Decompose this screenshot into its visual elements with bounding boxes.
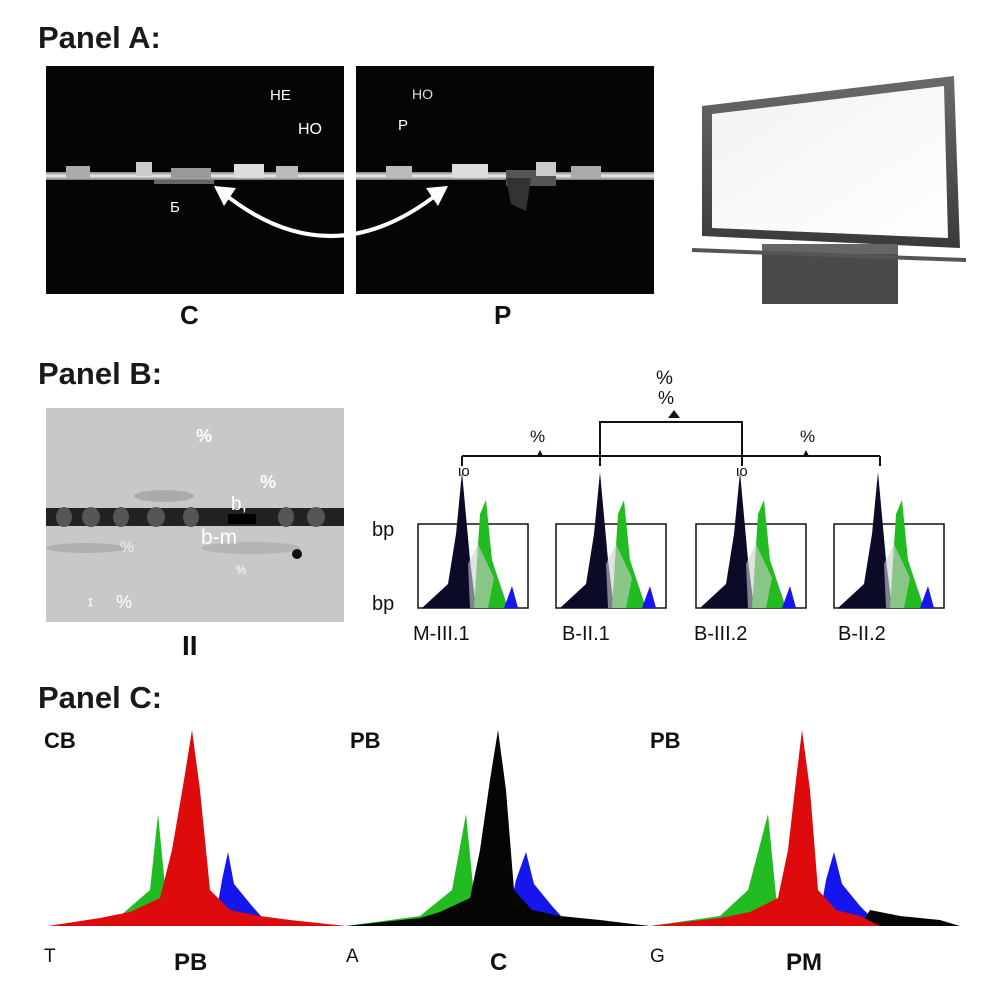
double-arrow-icon <box>214 186 448 238</box>
gel-label-1: % <box>196 426 212 446</box>
gel-svg: % % b, b-m % % ɪ % <box>46 408 344 622</box>
trace-2: PB A C <box>346 728 650 976</box>
gel-label-bm: b-m <box>201 526 237 549</box>
epg-4: B-II.2 <box>833 472 945 645</box>
trace-3: PB G PM <box>650 728 960 976</box>
epg-4-name: B-II.2 <box>838 623 886 645</box>
gel-image: % % b, b-m % % ɪ % <box>46 408 344 622</box>
image-p-band <box>356 172 654 180</box>
epg-2: B-II.1 <box>555 472 667 645</box>
image-c-label-he: HE <box>270 87 291 104</box>
trace-2-bottom-label: C <box>490 949 507 976</box>
axis-label-top: bp <box>372 519 394 541</box>
panel-c-traces: CB T PB PB A C PB G PM <box>44 728 960 976</box>
tree-left-label: % <box>530 427 545 446</box>
epg-2-name: B-II.1 <box>562 623 610 645</box>
image-p-label-p: P <box>398 117 408 134</box>
pedigree-chart: % % % % bp bp ιo M-III.1 B-II.1 ιo B-III… <box>372 368 945 645</box>
image-c-svg: HE HO Б <box>46 87 344 216</box>
gel-label-6: % <box>236 563 247 577</box>
image-p-label-ho: HO <box>412 86 433 102</box>
epg-3-marker: ιo <box>736 463 748 480</box>
epg-1: ιo M-III.1 <box>413 463 529 645</box>
gel-label-3: % <box>120 539 134 556</box>
epg-3: ιo B-III.2 <box>694 463 807 645</box>
tree-top-bracket <box>599 421 743 456</box>
tree-right-label: % <box>800 427 815 446</box>
trace-1-bottom-label: PB <box>174 949 207 976</box>
trace-3-left-label: G <box>650 946 665 967</box>
trace-1-left-label: T <box>44 946 56 967</box>
top-node-marker <box>668 410 680 418</box>
monitor-icon <box>691 76 967 304</box>
image-c-label-b: Б <box>170 199 180 216</box>
trace-3-top-label: PB <box>650 728 681 753</box>
epg-3-name: B-III.2 <box>694 623 747 645</box>
image-p-svg: HO P <box>356 86 654 211</box>
gel-label-b: b, <box>231 494 247 515</box>
trace-1-top-label: CB <box>44 728 76 753</box>
gel-caption: II <box>182 630 198 661</box>
image-p-caption: P <box>494 300 512 330</box>
trace-2-top-label: PB <box>350 728 381 753</box>
image-c: HE HO Б <box>46 66 344 294</box>
image-c-label-ho: HO <box>298 121 322 138</box>
trace-1: CB T PB <box>44 728 346 976</box>
gel-label-2: % <box>260 472 276 492</box>
axis-label-bottom: bp <box>372 593 394 615</box>
tree-top-label-2: % <box>658 388 674 408</box>
gel-label-5: ɪ <box>88 593 93 609</box>
tree-top-label-1: % <box>656 368 673 389</box>
image-c-caption: C <box>180 300 199 330</box>
panel-a-title: Panel A: <box>38 20 161 55</box>
trace-3-bottom-label: PM <box>786 949 822 976</box>
panel-c-title: Panel C: <box>38 680 163 715</box>
trace-2-left-label: A <box>346 946 359 967</box>
panel-b-title: Panel B: <box>38 356 163 391</box>
image-p: HO P <box>356 66 654 294</box>
gel-label-4: % <box>116 592 132 612</box>
epg-1-marker: ιo <box>458 463 470 480</box>
epg-1-name: M-III.1 <box>413 623 470 645</box>
